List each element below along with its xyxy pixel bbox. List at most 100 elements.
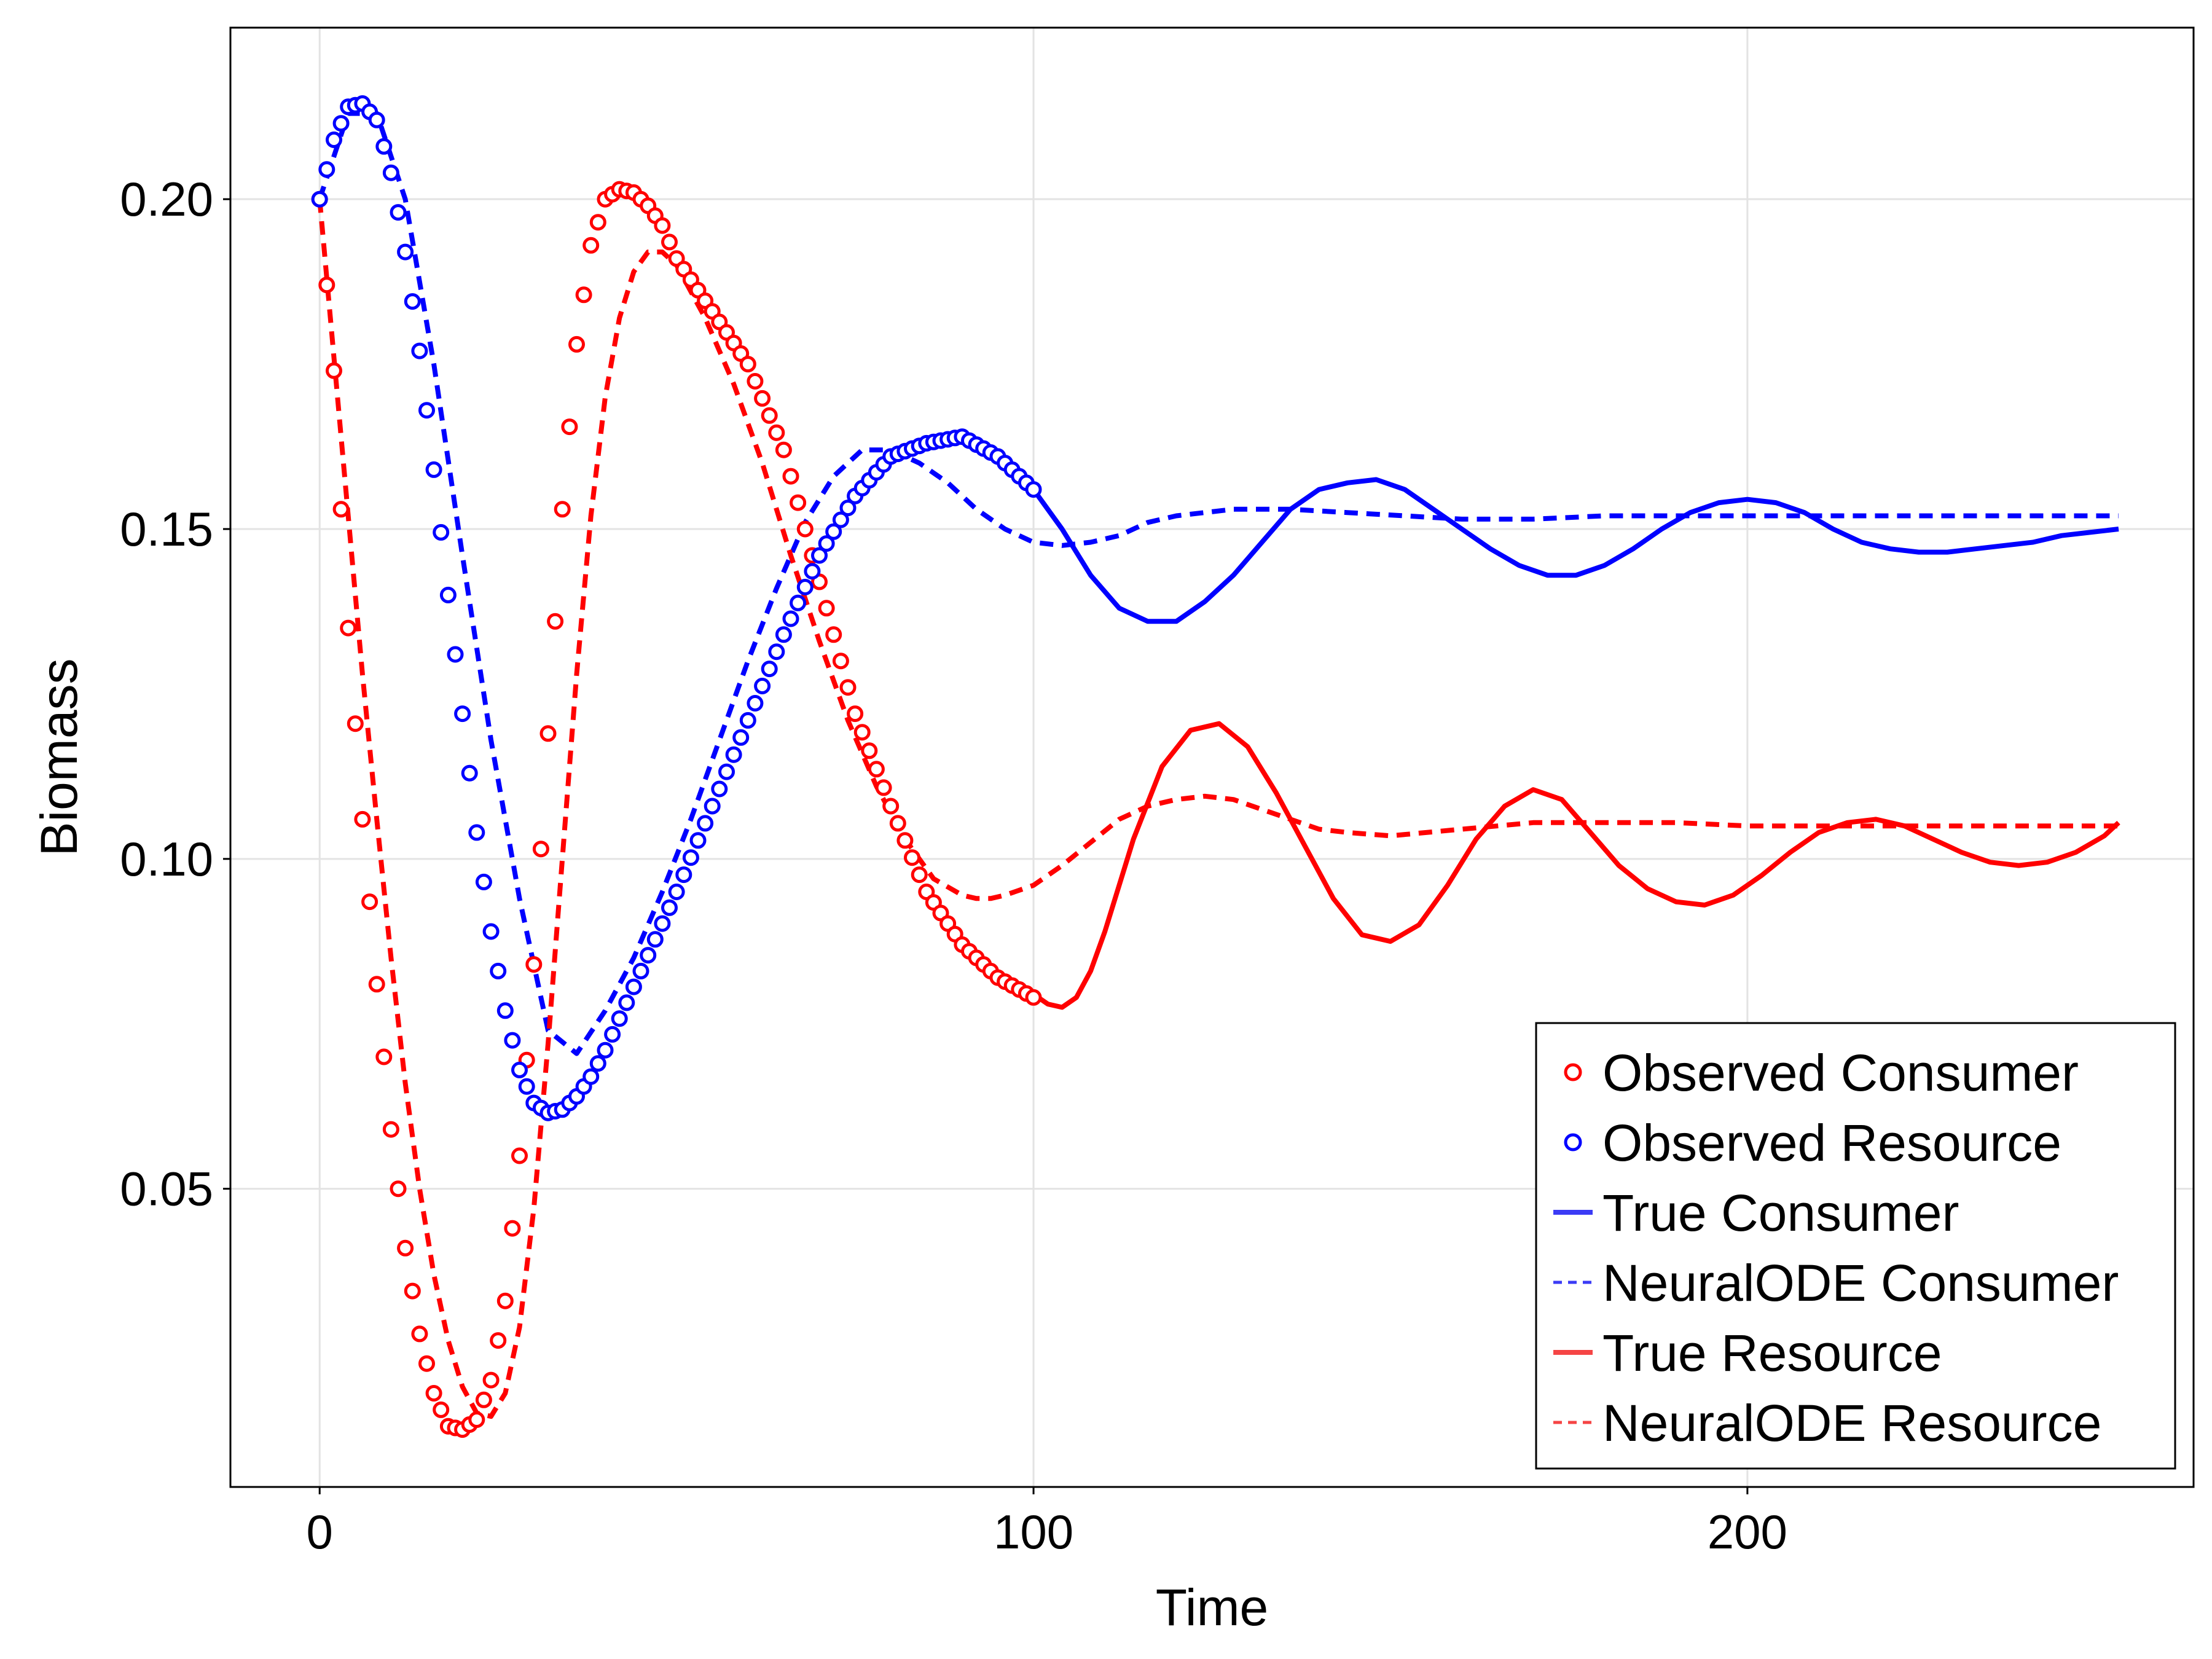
data-point bbox=[847, 705, 864, 723]
data-point bbox=[825, 523, 842, 540]
data-point bbox=[461, 764, 478, 782]
legend-label: NeuralODE Consumer bbox=[1602, 1254, 2119, 1312]
legend-label: NeuralODE Resource bbox=[1602, 1394, 2101, 1452]
data-point bbox=[875, 779, 892, 796]
data-point bbox=[861, 742, 878, 759]
data-point bbox=[761, 407, 778, 424]
data-point bbox=[832, 653, 849, 670]
data-point bbox=[889, 815, 906, 832]
data-point bbox=[468, 824, 485, 841]
data-point bbox=[496, 1002, 514, 1019]
y-axis-title: Biomass bbox=[30, 658, 88, 856]
data-point bbox=[390, 204, 407, 221]
data-point bbox=[811, 547, 828, 564]
data-point bbox=[782, 468, 799, 485]
data-point bbox=[411, 1325, 428, 1343]
data-point bbox=[575, 286, 592, 304]
data-point bbox=[668, 884, 685, 900]
data-point bbox=[382, 1121, 399, 1138]
data-point bbox=[368, 976, 385, 993]
data-point bbox=[597, 1041, 614, 1059]
legend-item-observed-resource: Observed Resource bbox=[1564, 1114, 2061, 1172]
data-point bbox=[868, 761, 885, 778]
series-neuralode-consumer bbox=[317, 111, 2119, 1056]
grid bbox=[230, 28, 2194, 1487]
data-point bbox=[754, 678, 771, 694]
data-point bbox=[568, 335, 585, 353]
legend-item-true-resource: True Resource bbox=[1553, 1324, 1942, 1382]
data-point bbox=[468, 1411, 485, 1428]
data-point bbox=[539, 725, 557, 742]
data-point bbox=[761, 661, 778, 678]
data-point bbox=[739, 356, 756, 373]
data-point bbox=[326, 362, 342, 379]
data-point bbox=[404, 293, 421, 310]
x-tick-label: 200 bbox=[1708, 1505, 1787, 1559]
data-point bbox=[654, 217, 671, 234]
series-true-resource bbox=[1032, 721, 2120, 1010]
data-point bbox=[818, 535, 835, 552]
data-point bbox=[504, 1220, 521, 1237]
data-point bbox=[496, 1292, 514, 1309]
data-point bbox=[425, 461, 442, 478]
series-observed-resource bbox=[311, 95, 1042, 1121]
data-point bbox=[632, 962, 649, 979]
data-point bbox=[768, 424, 785, 441]
legend-marker-circle bbox=[1564, 1063, 1582, 1081]
data-point bbox=[318, 276, 335, 294]
data-point bbox=[747, 373, 764, 390]
data-point bbox=[482, 1371, 500, 1389]
data-point bbox=[646, 931, 664, 948]
data-point bbox=[554, 501, 571, 518]
data-point bbox=[604, 1026, 621, 1043]
series-true-consumer bbox=[1031, 477, 2119, 624]
data-point bbox=[582, 1068, 600, 1085]
legend-item-neuralode-resource: NeuralODE Resource bbox=[1553, 1394, 2101, 1452]
data-point bbox=[704, 798, 721, 815]
legend-item-neuralode-consumer: NeuralODE Consumer bbox=[1553, 1254, 2119, 1312]
data-point bbox=[804, 563, 821, 580]
data-point bbox=[490, 1332, 507, 1349]
data-point bbox=[582, 237, 600, 254]
data-point bbox=[882, 798, 900, 815]
data-point bbox=[589, 214, 606, 231]
data-point bbox=[511, 1061, 528, 1078]
data-point bbox=[326, 131, 342, 148]
data-point bbox=[332, 115, 350, 132]
data-point bbox=[397, 1239, 414, 1257]
data-point bbox=[682, 849, 699, 866]
legend-box bbox=[1535, 1022, 2176, 1470]
legend-label: Observed Consumer bbox=[1602, 1044, 2079, 1102]
legend-label: True Consumer bbox=[1602, 1184, 1959, 1242]
data-point bbox=[725, 746, 742, 763]
legend: Observed Consumer Observed Resource True C… bbox=[1535, 1022, 2176, 1470]
data-point bbox=[532, 841, 549, 858]
data-point bbox=[839, 679, 857, 696]
data-point bbox=[747, 695, 764, 712]
data-point bbox=[475, 1391, 492, 1408]
data-point bbox=[518, 1078, 535, 1095]
data-point bbox=[525, 956, 543, 973]
data-point bbox=[853, 724, 871, 741]
data-point bbox=[775, 441, 792, 458]
y-tick-label: 0.20 bbox=[120, 172, 213, 226]
data-point bbox=[447, 646, 464, 663]
data-point bbox=[511, 1147, 528, 1164]
data-point bbox=[433, 524, 450, 541]
y-tick-label: 0.10 bbox=[120, 832, 213, 886]
axis-ticks: 0 100 200 0.05 0.10 0.15 0.20 bbox=[120, 172, 1787, 1559]
data-point bbox=[418, 402, 435, 419]
data-point bbox=[425, 1385, 442, 1402]
data-point bbox=[404, 1282, 421, 1300]
data-point bbox=[661, 233, 678, 251]
data-point bbox=[454, 705, 471, 723]
data-point bbox=[796, 579, 814, 595]
data-point bbox=[547, 613, 564, 630]
data-point bbox=[732, 729, 750, 746]
data-point bbox=[739, 712, 756, 729]
data-point bbox=[689, 832, 707, 849]
data-point bbox=[711, 780, 728, 798]
data-point bbox=[332, 501, 350, 518]
plot-series bbox=[311, 95, 2120, 1438]
